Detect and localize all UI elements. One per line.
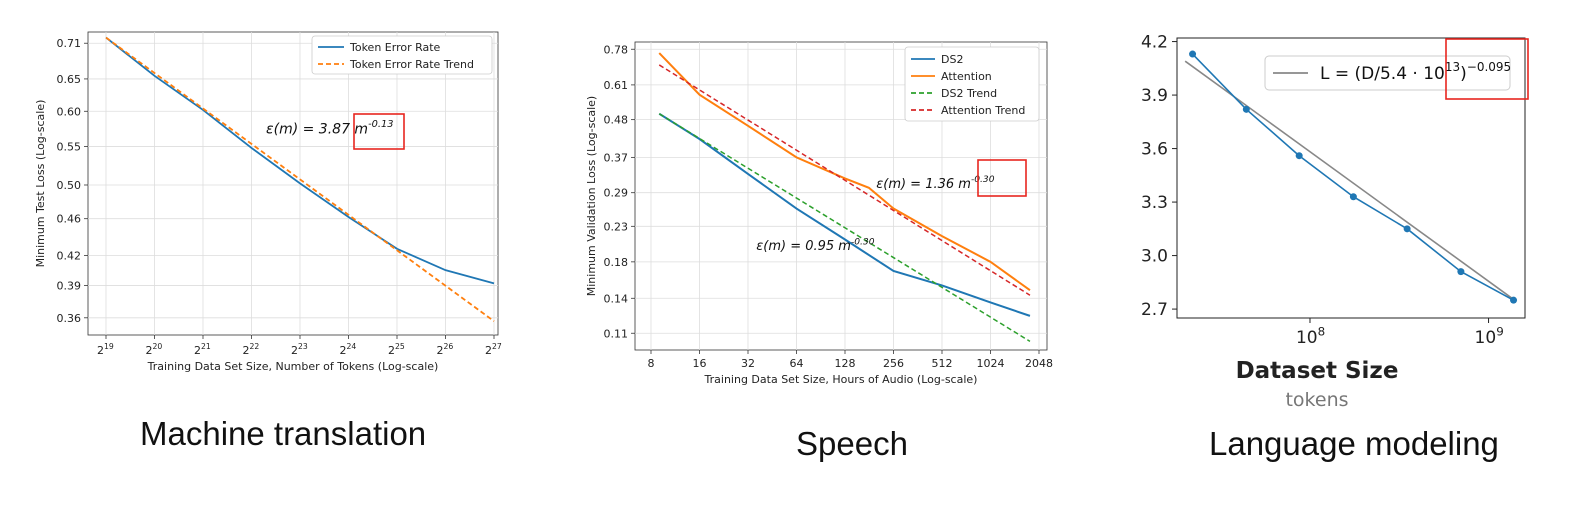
x-axis-label: Dataset Size — [1236, 358, 1399, 384]
legend-label: DS2 Trend — [941, 87, 997, 100]
y-tick-label: 2.7 — [1141, 300, 1168, 320]
x-tick-label: 221 — [194, 342, 211, 357]
x-tick-label: 223 — [291, 342, 308, 357]
language-modeling-chart: 4.2 3.9 3.6 3.3 3.0 2.7 108 109 L = (D/5.4 · 101… — [1141, 33, 1529, 411]
plot-area — [87, 31, 499, 336]
machine-translation-chart: 219 220 221 222 223 224 225 226 227 0.71 0.65 0.60 0… — [34, 31, 502, 373]
highlight-box — [977, 159, 1027, 197]
x-tick-label: 256 — [883, 357, 904, 370]
x-tick-label: 64 — [790, 357, 804, 370]
y-tick-label: 0.55 — [57, 140, 82, 153]
data-point — [1457, 268, 1465, 276]
series-line — [658, 52, 1031, 292]
x-tick-label: 32 — [741, 357, 755, 370]
legend-label: Attention — [941, 70, 992, 83]
x-tick-label: 109 — [1475, 324, 1504, 348]
series-line — [658, 112, 1031, 317]
y-tick-label: 0.71 — [57, 37, 82, 50]
y-tick-label: 0.48 — [604, 114, 629, 127]
x-tick-label: 222 — [243, 342, 260, 357]
chart-panel-machine-translation: 219 220 221 222 223 224 225 226 227 0.71 0.65 0.60 0… — [0, 0, 520, 512]
y-tick-label: 0.65 — [57, 73, 82, 86]
legend-label: Token Error Rate Trend — [349, 58, 474, 71]
y-tick-label: 0.39 — [57, 279, 82, 292]
y-tick-label: 0.60 — [57, 105, 82, 118]
y-tick-label: 0.50 — [57, 179, 82, 192]
data-point — [1510, 296, 1518, 304]
x-tick-label: 8 — [648, 357, 655, 370]
x-tick-label: 219 — [97, 342, 114, 357]
y-tick-label: 3.0 — [1141, 247, 1168, 267]
highlight-box — [1445, 38, 1529, 100]
highlight-box — [353, 113, 405, 150]
x-tick-label: 225 — [388, 342, 405, 357]
y-tick-label: 0.11 — [604, 327, 629, 340]
x-tick-label: 1024 — [977, 357, 1005, 370]
y-axis-label: Minimum Validation Loss (Log-scale) — [585, 96, 598, 296]
y-tick-label: 3.3 — [1141, 193, 1168, 213]
speech-chart: 8 16 32 64 128 256 512 1024 2048 0.78 0.61 0.48 0.37… — [585, 41, 1053, 386]
fit-equation: ε(m) = 0.95 m-0.30 — [756, 237, 874, 254]
x-tick-label: 108 — [1296, 324, 1325, 348]
x-tick-label: 512 — [932, 357, 953, 370]
y-tick-label: 4.2 — [1141, 33, 1168, 53]
x-axis-label: Training Data Set Size, Number of Tokens… — [147, 360, 439, 373]
series-line — [105, 36, 495, 285]
x-tick-label: 128 — [835, 357, 856, 370]
y-tick-label: 0.46 — [57, 213, 82, 226]
chart-panel-speech: 8 16 32 64 128 256 512 1024 2048 0.78 0.61 0.48 0.37… — [560, 0, 1080, 512]
y-tick-label: 3.9 — [1141, 86, 1168, 106]
legend-box — [1264, 55, 1511, 91]
data-point — [1403, 225, 1411, 233]
y-tick-label: 0.29 — [604, 187, 629, 200]
data-point — [1189, 50, 1197, 58]
series-line — [105, 36, 495, 322]
x-tick-label: 224 — [340, 342, 357, 357]
caption-language-modeling: Language modeling — [1209, 425, 1499, 462]
y-tick-label: 0.78 — [604, 43, 629, 56]
y-tick-label: 0.42 — [57, 249, 82, 262]
x-axis-label: Training Data Set Size, Hours of Audio (… — [704, 373, 978, 386]
x-axis-sublabel: tokens — [1285, 389, 1348, 411]
x-tick-label: 2048 — [1025, 357, 1053, 370]
data-point — [1295, 152, 1303, 160]
legend-box — [311, 35, 493, 75]
legend-label: Token Error Rate — [349, 41, 441, 54]
caption-machine-translation: Machine translation — [140, 415, 427, 452]
y-tick-label: 0.18 — [604, 256, 629, 269]
chart-panel-language-modeling: 4.2 3.9 3.6 3.3 3.0 2.7 108 109 L = (D/5.4 · 101… — [1110, 0, 1570, 512]
legend-label: Attention Trend — [941, 104, 1025, 117]
x-tick-label: 226 — [437, 342, 454, 357]
series-line — [658, 64, 1031, 296]
x-tick-label: 227 — [485, 342, 502, 357]
legend-box — [904, 46, 1040, 122]
y-tick-label: 3.6 — [1141, 140, 1168, 160]
fit-line — [1184, 60, 1516, 301]
data-point — [1242, 105, 1250, 113]
x-tick-label: 220 — [146, 342, 163, 357]
fit-equation: ε(m) = 3.87 m-0.13 — [266, 119, 393, 137]
caption-speech: Speech — [796, 425, 908, 462]
series-line — [658, 113, 1031, 343]
y-tick-label: 0.37 — [604, 151, 629, 164]
y-tick-label: 0.23 — [604, 220, 629, 233]
fit-equation: ε(m) = 1.36 m-0.30 — [876, 175, 994, 192]
legend-label: L = (D/5.4 · 1013)−0.095 — [1320, 60, 1511, 84]
legend-label: DS2 — [941, 53, 963, 66]
y-tick-label: 0.36 — [57, 312, 82, 325]
y-tick-label: 0.14 — [604, 292, 629, 305]
y-axis-label: Minimum Test Loss (Log-scale) — [34, 100, 47, 268]
data-point — [1349, 193, 1357, 201]
y-tick-label: 0.61 — [604, 79, 629, 92]
x-tick-label: 16 — [693, 357, 707, 370]
